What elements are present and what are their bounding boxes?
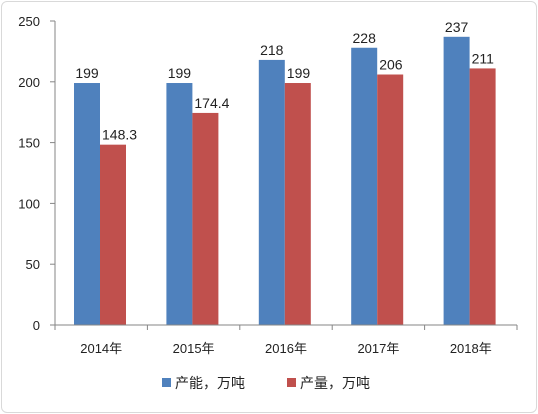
bar-capacity-2016年 (258, 59, 285, 326)
y-tick-label: 150 (18, 136, 40, 151)
legend-label-output: 产量，万吨 (300, 376, 370, 392)
bar-capacity-2014年 (74, 83, 100, 326)
x-tick-label: 2014年 (80, 341, 122, 356)
x-tick-label: 2016年 (265, 341, 307, 356)
legend-swatch-capacity (162, 378, 171, 387)
data-label: 174.4 (194, 95, 229, 111)
data-label: 211 (472, 50, 495, 66)
axes (54, 21, 518, 330)
data-label: 199 (168, 65, 192, 81)
bar-output-2015年 (192, 112, 219, 326)
data-label: 199 (287, 65, 311, 81)
legend: 产能，万吨 产量，万吨 (162, 376, 370, 392)
x-tick-label: 2017年 (357, 341, 399, 356)
data-label: 199 (75, 65, 99, 81)
data-label: 206 (379, 57, 403, 73)
x-axis-ticks: 2014年 2015年 2016年 2017年 2018年 (80, 341, 492, 356)
bars (74, 36, 496, 326)
bar-capacity-2017年 (351, 47, 378, 325)
bar-output-2017年 (377, 74, 404, 325)
y-tick-label: 200 (18, 75, 40, 90)
y-tick-label: 100 (18, 196, 40, 211)
legend-label-capacity: 产能，万吨 (175, 376, 245, 392)
bar-capacity-2018年 (443, 36, 470, 326)
data-label: 148.3 (102, 127, 137, 143)
x-tick-label: 2018年 (450, 341, 492, 356)
y-tick-label: 50 (26, 257, 40, 272)
bar-output-2014年 (100, 144, 126, 325)
y-axis-ticks: 0 50 100 150 200 250 (18, 14, 55, 333)
data-label: 237 (445, 19, 469, 35)
bar-capacity-2015年 (166, 83, 193, 326)
data-label: 218 (260, 42, 284, 58)
bar-output-2018年 (469, 68, 496, 325)
x-tick-label: 2015年 (173, 341, 215, 356)
y-tick-label: 0 (33, 318, 40, 333)
data-label: 228 (353, 30, 377, 46)
y-tick-label: 250 (18, 14, 40, 29)
legend-swatch-output (287, 378, 296, 387)
bar-output-2016年 (284, 83, 311, 326)
